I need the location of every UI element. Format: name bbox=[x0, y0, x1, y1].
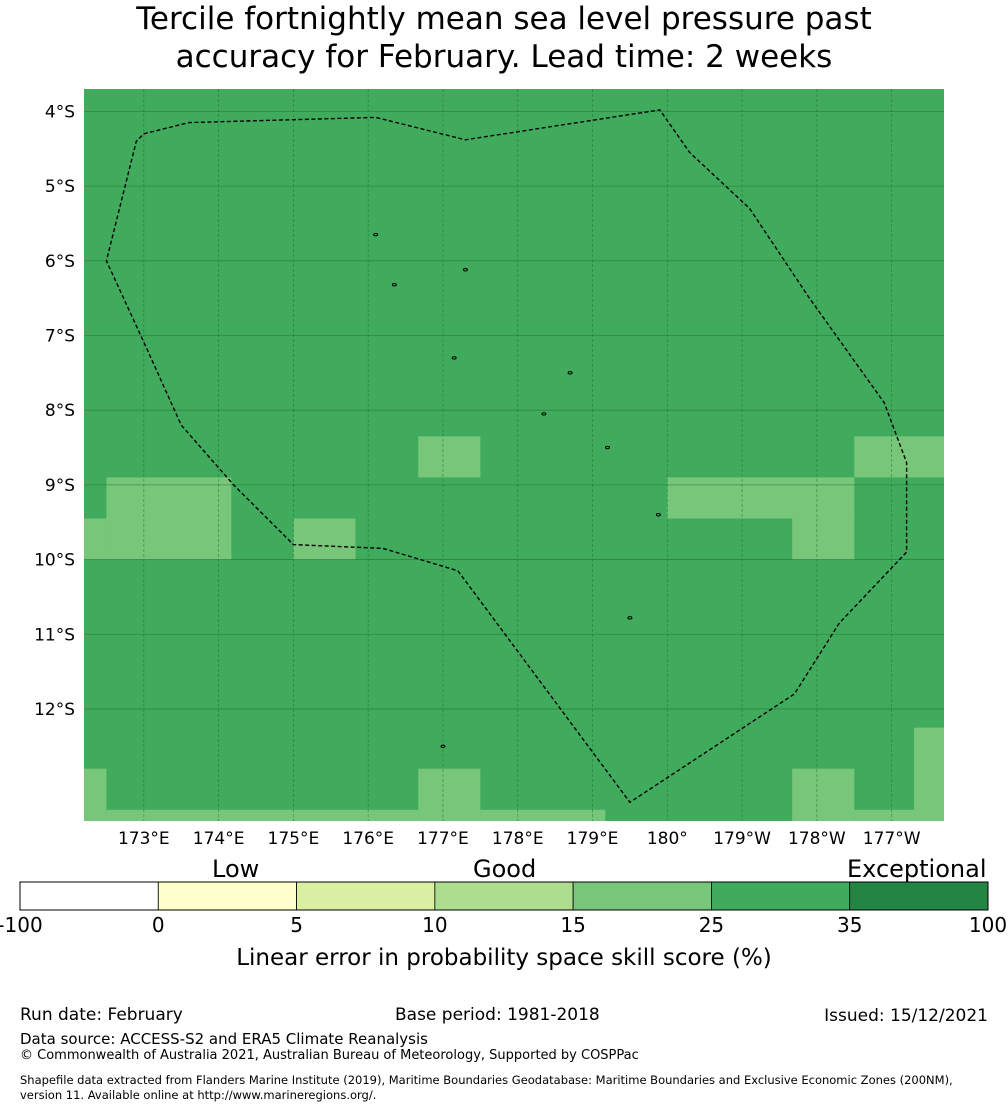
skill-cell-15-25 bbox=[854, 436, 944, 478]
colorbar-tick-label: 15 bbox=[560, 913, 586, 937]
colorbar-tick-label: 5 bbox=[290, 913, 303, 937]
skill-cell-15-25 bbox=[106, 477, 232, 560]
latitude-tick-label: 5°S bbox=[45, 177, 75, 197]
copyright: © Commonwealth of Australia 2021, Austra… bbox=[20, 1048, 639, 1063]
skill-cell-15-25 bbox=[84, 768, 107, 821]
longitude-tick-label: 176°E bbox=[342, 829, 394, 849]
data-source: Data source: ACCESS-S2 and ERA5 Climate … bbox=[20, 1030, 428, 1048]
category-low-label: Low bbox=[212, 855, 260, 883]
longitude-tick-label: 175°E bbox=[268, 829, 320, 849]
skill-cell-15-25 bbox=[792, 518, 855, 560]
longitude-tick-label: 178°E bbox=[492, 829, 544, 849]
colorbar-tick-label: 25 bbox=[698, 913, 725, 937]
latitude-tick-label: 11°S bbox=[34, 625, 75, 645]
skill-cell-15-25 bbox=[84, 518, 107, 560]
shapefile-credit-2: version 11. Available online at http://w… bbox=[20, 1088, 377, 1102]
latitude-tick-label: 6°S bbox=[45, 252, 75, 272]
island-outline bbox=[440, 744, 446, 749]
issued-date: Issued: 15/12/2021 bbox=[824, 1006, 988, 1026]
longitude-tick-label: 179°E bbox=[567, 829, 619, 849]
colorbar-bin bbox=[849, 881, 989, 911]
colorbar-bin bbox=[572, 881, 712, 911]
island-outline bbox=[391, 282, 397, 287]
skill-cell-15-25 bbox=[792, 768, 855, 821]
latitude-tick-label: 9°S bbox=[45, 476, 75, 496]
title-line-1: Tercile fortnightly mean sea level press… bbox=[136, 1, 872, 37]
colorbar-axis-label: Linear error in probability space skill … bbox=[236, 945, 772, 971]
latitude-tick-label: 7°S bbox=[45, 326, 75, 346]
longitude-tick-label: 173°E bbox=[118, 829, 170, 849]
skill-background bbox=[84, 89, 944, 821]
colorbar-tick-label: 10 bbox=[422, 913, 448, 937]
island-outline bbox=[627, 616, 633, 620]
base-period: Base period: 1981-2018 bbox=[395, 1005, 600, 1025]
latitude-tick-label: 8°S bbox=[45, 401, 75, 421]
colorbar-bin bbox=[434, 881, 574, 911]
longitude-tick-label: 179°W bbox=[713, 829, 771, 849]
title-line-2: accuracy for February. Lead time: 2 week… bbox=[175, 39, 833, 75]
skill-cell-15-25 bbox=[480, 809, 606, 821]
colorbar-tick-label: 35 bbox=[836, 913, 863, 937]
category-good-label: Good bbox=[473, 855, 537, 883]
skill-cell-15-25 bbox=[293, 518, 356, 560]
colorbar-tick-label: 0 bbox=[151, 913, 165, 937]
island-outline bbox=[567, 371, 573, 375]
skill-cell-15-25 bbox=[914, 727, 944, 821]
island-outline bbox=[451, 356, 457, 360]
latitude-tick-label: 10°S bbox=[34, 551, 75, 571]
category-exceptional-label: Exceptional bbox=[847, 855, 987, 883]
run-date: Run date: February bbox=[20, 1005, 183, 1025]
longitude-tick-label: 180° bbox=[647, 829, 688, 849]
latitude-tick-label: 12°S bbox=[34, 700, 75, 720]
map-title: Tercile fortnightly mean sea level press… bbox=[0, 0, 1008, 76]
skill-cell-15-25 bbox=[854, 809, 915, 821]
colorbar bbox=[19, 881, 989, 911]
colorbar-frame bbox=[19, 881, 989, 911]
colorbar-bin bbox=[157, 881, 297, 911]
skill-cell-15-25 bbox=[106, 809, 419, 821]
island-outline bbox=[604, 445, 610, 450]
longitude-tick-label: 177°W bbox=[863, 829, 921, 849]
axis-ticks: 4°S 5°S 6°S 7°S 8°S 9°S 10°S 11°S 12°S 173°E 174°E… bbox=[34, 102, 921, 849]
skill-cell-15-25 bbox=[418, 436, 481, 478]
shapefile-credit-1: Shapefile data extracted from Flanders M… bbox=[20, 1073, 953, 1087]
colorbar-bin bbox=[296, 881, 436, 911]
map-layer bbox=[84, 89, 944, 821]
colorbar-tick-label: 100 bbox=[968, 913, 1008, 937]
colorbar-tick-label: -100 bbox=[0, 913, 43, 937]
island-outline bbox=[655, 513, 661, 517]
colorbar-bin bbox=[19, 881, 159, 911]
eez-boundary-line bbox=[105, 109, 908, 804]
island-outline bbox=[541, 412, 547, 416]
colorbar-bin bbox=[711, 881, 851, 911]
longitude-tick-label: 174°E bbox=[193, 829, 245, 849]
island-outline bbox=[373, 232, 379, 237]
island-outline bbox=[462, 268, 468, 272]
longitude-tick-label: 178°W bbox=[788, 829, 846, 849]
longitude-tick-label: 177°E bbox=[417, 829, 469, 849]
skill-cell-15-25 bbox=[418, 768, 481, 821]
latitude-tick-label: 4°S bbox=[45, 102, 75, 122]
skill-cell-15-25 bbox=[667, 477, 855, 519]
